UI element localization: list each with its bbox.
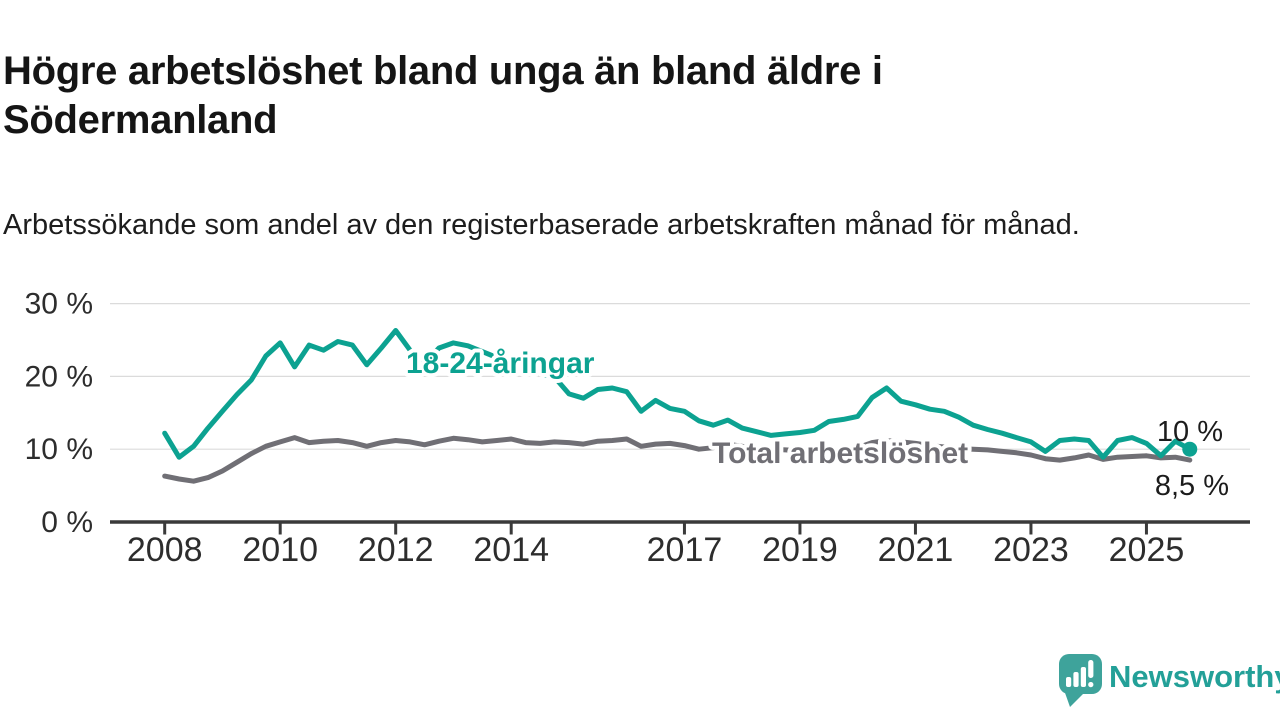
y-gridlines (110, 303, 1250, 450)
end-value-label: 8,5 % (1155, 470, 1229, 502)
series-18-24-ringar: 18-24-åringar 10 % (162, 328, 1223, 460)
x-tick-label: 2012 (358, 531, 434, 569)
x-tick-label: 2010 (242, 531, 318, 569)
line-path (162, 328, 1193, 460)
x-tick-label: 2025 (1109, 531, 1185, 569)
y-tick-label: 20 % (25, 360, 93, 393)
y-tick-label: 30 % (25, 288, 93, 321)
logo-text: Newsworthy (1109, 659, 1280, 694)
y-tick-label: 0 % (41, 506, 93, 539)
logo-bars-icon (1066, 660, 1094, 688)
series-label: 18-24-åringar (406, 347, 595, 380)
x-tick-label: 2014 (473, 531, 549, 569)
x-tick-label: 2021 (878, 531, 954, 569)
x-tick-label: 2017 (647, 531, 723, 569)
y-tick-label: 10 % (25, 433, 93, 466)
x-axis: 2008 2010 2012 2014 2017 2019 2021 2023 2025 (110, 520, 1250, 569)
x-tick-label: 2008 (127, 531, 203, 569)
y-axis-labels: 0 % 10 % 20 % 30 % (25, 288, 93, 539)
latest-value-dot (1182, 441, 1198, 457)
chart-title: Högre arbetslöshet bland unga än bland ä… (3, 48, 883, 142)
line-path (162, 435, 1193, 484)
series-label: Total arbetslöshet (712, 437, 968, 470)
x-tick-label: 2023 (993, 531, 1069, 569)
series-total-arbetsl-shet: Total arbetslöshet 8,5 % (162, 433, 1229, 502)
end-value-label: 10 % (1157, 416, 1223, 448)
logo-bubble-icon (1059, 654, 1102, 707)
newsworthy-logo: Newsworthy (1059, 654, 1280, 707)
x-tick-label: 2019 (762, 531, 838, 569)
chart-subtitle: Arbetssökande som andel av den registerb… (3, 209, 1080, 241)
